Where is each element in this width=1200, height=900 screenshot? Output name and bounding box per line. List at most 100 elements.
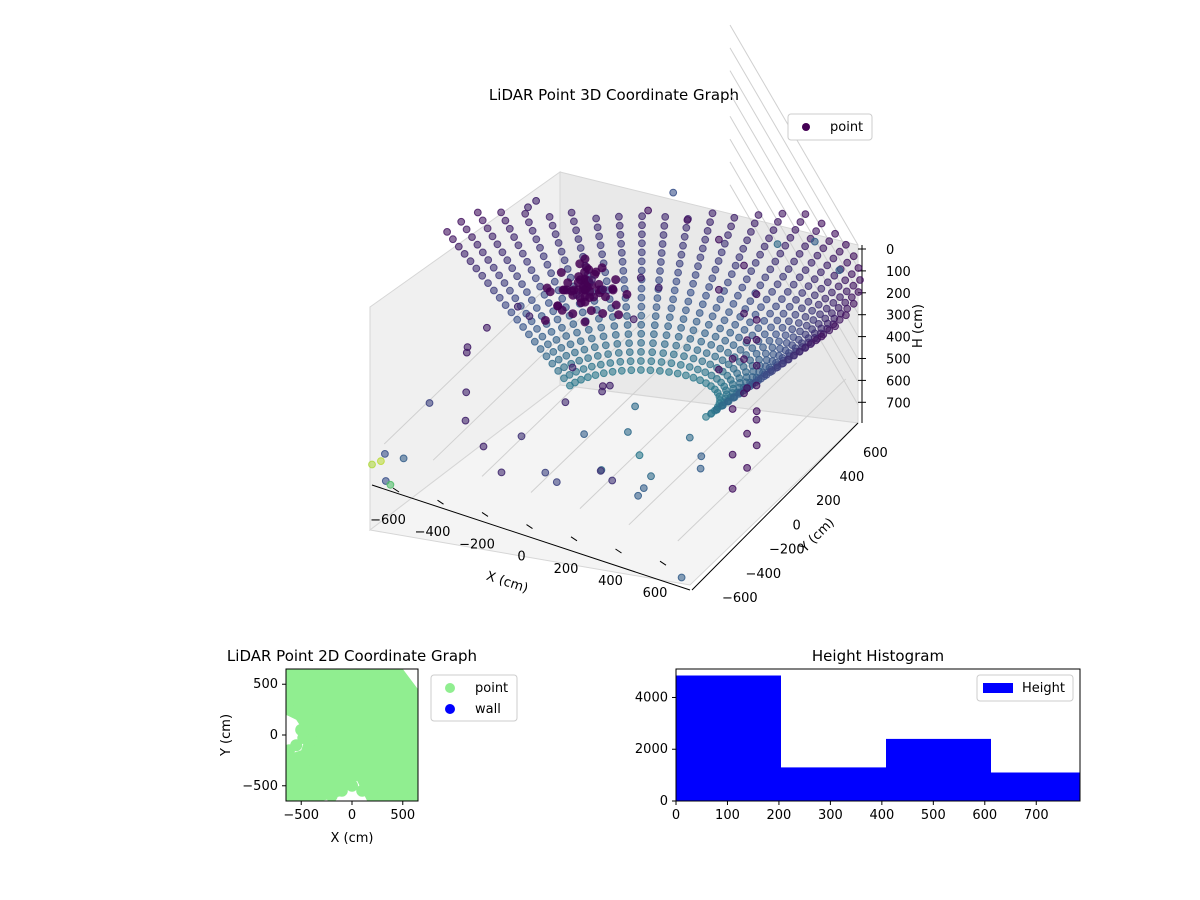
cloud-point xyxy=(558,323,566,332)
x-tick-label: 200 xyxy=(554,562,579,577)
cloud-point xyxy=(625,348,634,357)
x-tick-label-hist: 500 xyxy=(921,808,946,823)
cloud-point xyxy=(835,247,844,256)
cloud-point xyxy=(449,235,457,244)
cloud-point xyxy=(596,360,605,369)
data-point-3d xyxy=(425,399,434,407)
cloud-point xyxy=(672,341,681,350)
cloud-point xyxy=(724,348,732,357)
y-tick-label-hist: 2000 xyxy=(635,742,668,757)
grid-line-x xyxy=(628,362,798,526)
z-tick-label: 100 xyxy=(886,265,911,280)
cloud-point xyxy=(724,360,733,369)
cluster-point xyxy=(614,310,624,320)
cloud-point xyxy=(562,332,571,340)
cloud-point xyxy=(536,243,544,252)
cloud-point xyxy=(466,257,475,266)
cloud-point xyxy=(689,373,698,382)
cloud-point xyxy=(809,316,818,324)
cloud-point xyxy=(842,240,850,249)
cloud-point xyxy=(729,393,738,402)
y-tick-label: 400 xyxy=(840,470,865,485)
data-point-2d xyxy=(320,769,333,782)
cloud-point xyxy=(675,259,684,268)
cluster-point xyxy=(559,285,569,295)
cluster-point xyxy=(586,306,596,316)
cloud-point xyxy=(786,233,795,242)
points-2d xyxy=(286,703,409,801)
data-point-3d xyxy=(524,203,532,212)
cloud-point xyxy=(498,248,507,257)
cloud-point xyxy=(711,352,720,361)
cloud-point xyxy=(785,302,794,311)
cloud-point xyxy=(789,280,798,289)
cloud-point xyxy=(748,344,757,353)
cloud-point xyxy=(790,351,798,360)
cloud-point xyxy=(493,240,502,249)
legend-point-marker xyxy=(802,123,810,131)
cloud-point xyxy=(725,308,733,317)
cloud-point xyxy=(806,340,815,349)
cloud-point xyxy=(742,275,751,284)
data-point-2d xyxy=(330,754,343,767)
x-tick xyxy=(615,548,622,554)
data-point-3d xyxy=(644,206,652,215)
y-tick-label: 200 xyxy=(816,494,841,509)
cloud-point xyxy=(783,288,792,296)
data-point-3d xyxy=(483,323,491,332)
cloud-point xyxy=(773,316,782,325)
cloud-point xyxy=(847,293,856,302)
cloud-point xyxy=(473,208,482,217)
cloud-point xyxy=(784,355,793,364)
data-point-3d xyxy=(773,240,782,249)
cloud-point xyxy=(510,233,518,242)
cloud-point xyxy=(823,278,832,287)
cloud-point xyxy=(795,347,804,356)
cloud-point xyxy=(831,229,839,238)
cloud-point xyxy=(638,239,646,248)
cloud-point xyxy=(680,352,688,361)
cloud-point xyxy=(743,236,751,245)
cloud-point xyxy=(750,219,759,228)
x-tick-label: −400 xyxy=(415,525,451,540)
data-point-3d xyxy=(810,237,819,246)
cloud-point xyxy=(769,226,778,235)
cloud-point xyxy=(778,209,787,218)
cloud-point xyxy=(525,218,533,227)
cluster-point xyxy=(598,309,608,318)
cloud-point xyxy=(779,309,788,318)
cloud-point xyxy=(637,339,645,347)
cloud-point xyxy=(650,330,658,339)
data-point-2d xyxy=(330,774,343,787)
cloud-point xyxy=(836,293,844,302)
cloud-point xyxy=(729,300,738,308)
cloud-point xyxy=(766,309,774,318)
cloud-point xyxy=(575,356,584,365)
data-point-2d xyxy=(356,784,369,797)
cloud-point xyxy=(650,321,659,330)
cloud-point xyxy=(545,213,554,221)
y-tick-label: 0 xyxy=(793,518,801,533)
data-point-2d xyxy=(297,732,310,744)
data-point-3d xyxy=(561,398,570,407)
data-point-2d xyxy=(371,769,384,782)
cloud-point xyxy=(692,317,701,326)
cloud-point xyxy=(488,232,497,241)
cloud-point xyxy=(620,276,628,284)
x-tick-label: 600 xyxy=(643,586,668,601)
cloud-point xyxy=(703,227,712,235)
cloud-point xyxy=(759,343,767,352)
cloud-point xyxy=(478,248,487,257)
cloud-point xyxy=(768,367,776,375)
cloud-point xyxy=(617,248,626,257)
cloud-point xyxy=(854,264,863,272)
y-axis-label-2d: Y (cm) xyxy=(219,714,234,757)
cloud-point xyxy=(698,357,707,366)
cloud-point xyxy=(706,218,714,227)
data-point-3d xyxy=(647,472,655,481)
data-point-3d xyxy=(715,235,723,244)
histogram-ticks: 0 100 200 300 400 500 600 700 0 2000 4000 xyxy=(635,690,1049,823)
cloud-point xyxy=(683,343,691,352)
data-point-3d xyxy=(728,450,737,459)
chart-2d-scatter: LiDAR Point 2D Coordinate Graph −500 0 500… xyxy=(219,647,518,846)
